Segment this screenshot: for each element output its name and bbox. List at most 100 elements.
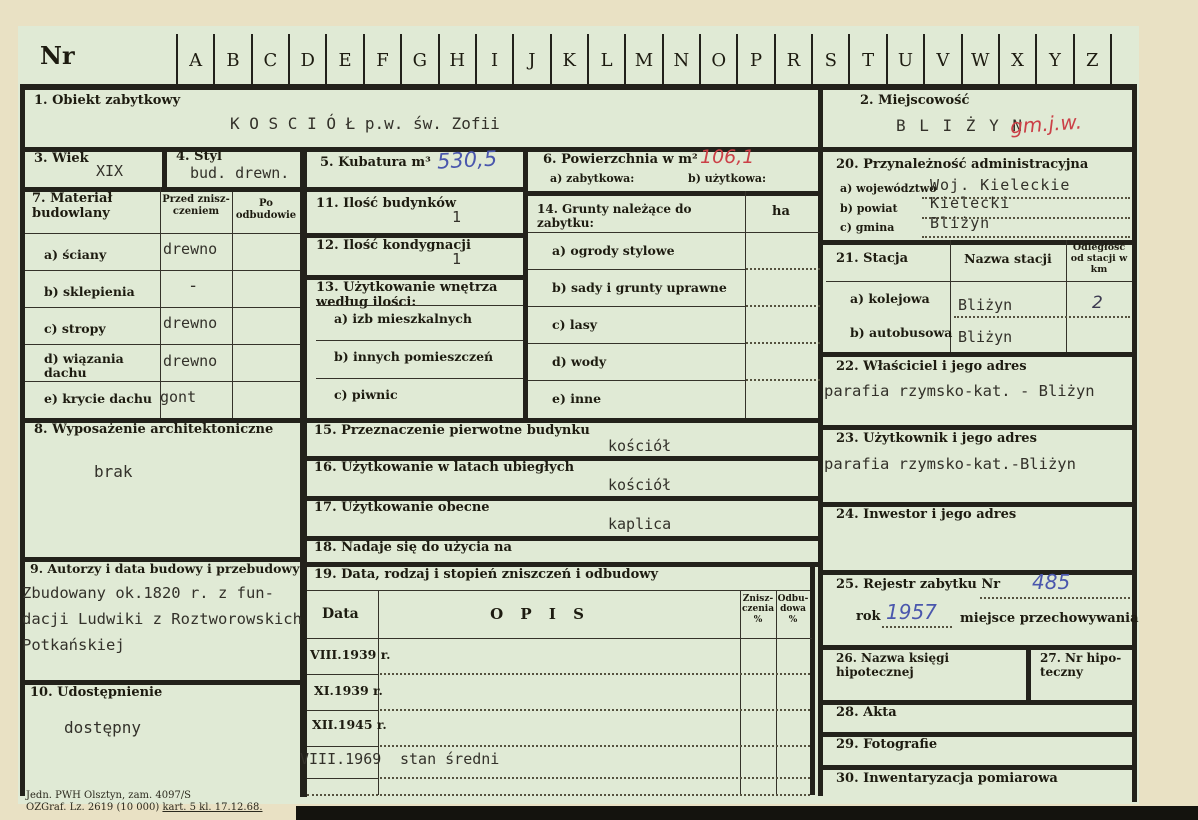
field-19-row-date: VIII.1939 r.: [310, 647, 391, 662]
divider: [20, 680, 307, 685]
field-5-label: 5. Kubatura m³: [320, 155, 431, 170]
field-7-row-value: drewno: [163, 240, 218, 258]
alphabet-letter: C: [250, 34, 288, 86]
field-9-text-line: Zbudowany ok.1820 r. z fun-: [22, 584, 274, 602]
divider: [307, 562, 820, 567]
alphabet-letter: Z: [1072, 34, 1112, 86]
alphabet-letter: G: [400, 34, 437, 86]
divider: [380, 709, 810, 711]
divider: [307, 275, 523, 280]
divider: [25, 270, 302, 271]
divider: [380, 777, 810, 779]
divider: [380, 673, 810, 675]
divider: [528, 191, 820, 196]
field-29-label: 29. Fotografie: [836, 737, 938, 752]
divider: [810, 565, 815, 795]
field-3-label: 3. Wiek: [34, 151, 89, 166]
field-1-label: 1. Obiekt zabytkowy: [34, 93, 181, 108]
field-6-sub-a: a) zabytkowa:: [550, 172, 635, 185]
field-7-col-after: Po odbudowie: [235, 198, 297, 221]
field-20-val-gmina: Bliżyn: [930, 214, 991, 232]
alphabet-letter: P: [736, 34, 773, 86]
divider: [232, 192, 233, 418]
alphabet-letter: K: [549, 34, 587, 86]
field-26-label: 26. Nazwa księgi hipotecznej: [836, 651, 950, 679]
field-18-label: 18. Nadaje się do użycia na: [314, 540, 512, 555]
field-7-label: 7. Materiał budowlany: [32, 191, 113, 221]
divider: [746, 379, 820, 381]
divider: [307, 590, 812, 591]
divider: [823, 732, 1132, 737]
field-7-col-before: Przed znisz-czeniem: [162, 194, 230, 217]
field-20-val-powiat: Kielecki: [930, 194, 1011, 212]
field-11-label: 11. Ilość budynków: [316, 196, 457, 211]
field-10-label: 10. Udostępnienie: [30, 685, 163, 700]
divider: [776, 590, 777, 795]
divider: [826, 281, 1132, 282]
divider: [25, 307, 302, 308]
field-5-value: 530,5: [436, 146, 498, 174]
field-16-value: kościół: [608, 476, 672, 494]
divider: [746, 342, 820, 344]
alphabet-letter: I: [474, 34, 512, 86]
field-25-suffix: miejsce przechowywania: [960, 611, 1139, 626]
divider: [528, 380, 745, 381]
alphabet-letter: D: [288, 34, 325, 86]
divider: [20, 187, 307, 192]
divider: [20, 557, 307, 562]
divider: [818, 90, 823, 796]
field-7-row-value: -: [188, 276, 199, 296]
field-21-label: 21. Stacja: [836, 251, 909, 266]
alphabet-letter: S: [811, 34, 848, 86]
divider: [162, 147, 167, 187]
divider: [922, 236, 1130, 238]
field-19-col-odbudowa: Odbu-dowa %: [777, 594, 809, 625]
field-7-row-label: a) ściany: [44, 247, 107, 262]
field-13-label: 13. Użytkowanie wnętrza według ilości:: [316, 280, 498, 310]
field-19-col-opis: O P I S: [490, 605, 590, 623]
field-23-label: 23. Użytkownik i jego adres: [836, 431, 1037, 446]
field-7-row-label: b) sklepienia: [44, 284, 135, 299]
field-9-text-line: Potkańskiej: [22, 636, 125, 654]
field-7-row-label: c) stropy: [44, 321, 106, 336]
field-7-row-label: d) wiązania dachu: [44, 351, 124, 381]
print-shop-note-line2b: kart. 5 kl. 17.12.68.: [162, 802, 263, 813]
divider: [20, 418, 307, 423]
divider: [307, 638, 812, 639]
field-1-value: K O S C I Ó Ł p.w. św. Zofii: [230, 114, 500, 133]
field-13-item: c) piwnic: [334, 387, 398, 402]
field-6-sub-b: b) użytkowa:: [688, 172, 767, 185]
divider: [25, 344, 302, 345]
divider: [823, 352, 1132, 357]
alphabet-letter: V: [923, 34, 960, 86]
divider: [20, 84, 25, 796]
alphabet-letter: O: [699, 34, 736, 86]
field-2-handwritten-note: gm.j.w.: [1009, 109, 1083, 139]
divider: [1132, 84, 1137, 802]
field-4-value: bud. drewn.: [190, 164, 290, 182]
field-20-sub-gmina: c) gmina: [840, 221, 895, 234]
divider: [20, 84, 1137, 90]
field-17-value: kaplica: [608, 515, 672, 533]
divider: [823, 502, 1132, 507]
print-shop-note-line2a: OZGraf. Lz. 2619 (10 000): [26, 802, 163, 813]
field-19-row-date: XI.1939 r.: [314, 683, 383, 698]
divider: [1026, 645, 1031, 702]
field-7-row-value: drewno: [163, 314, 218, 332]
alphabet-letter: W: [960, 34, 998, 86]
divider: [25, 381, 302, 382]
field-14-label: 14. Grunty należące do zabytku:: [537, 202, 692, 230]
alphabet-letter: R: [773, 34, 811, 86]
field-14-item: e) inne: [552, 391, 602, 406]
field-20-label: 20. Przynależność administracyjna: [836, 157, 1089, 172]
field-21-row-name: Bliżyn: [958, 296, 1013, 314]
alphabet-index: A B C D E F G H I J K L M N O P R S T U …: [176, 34, 1112, 86]
divider: [954, 316, 1130, 318]
field-9-text-line: dacji Ludwiki z Roztworowskich: [22, 610, 302, 628]
divider: [307, 794, 810, 796]
field-19-label: 19. Data, rodzaj i stopień zniszczeń i o…: [314, 567, 658, 582]
divider: [307, 418, 820, 423]
alphabet-letter: E: [325, 34, 362, 86]
divider: [380, 745, 810, 747]
